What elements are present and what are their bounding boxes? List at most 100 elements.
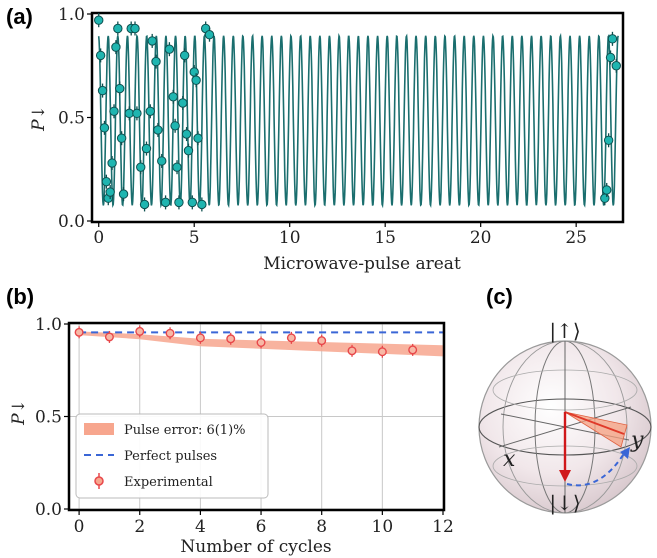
panel-a-x-tick-label: 25 bbox=[565, 228, 587, 248]
bloch-rotation-cone bbox=[564, 411, 628, 448]
panel-a-y-label: P↓ bbox=[29, 105, 49, 132]
panel-a-point bbox=[115, 83, 125, 94]
panel-a-point bbox=[151, 56, 161, 67]
panel-a-point bbox=[600, 193, 610, 203]
panel-a-x-ticks: 0 5 10 15 20 25 bbox=[93, 222, 587, 248]
panel-a-point bbox=[130, 23, 140, 34]
panel-a-point bbox=[107, 158, 117, 168]
panel-b-y-tick-label: 1.0 bbox=[35, 315, 62, 335]
panel-a-point bbox=[187, 197, 198, 208]
panel-b-letter: (b) bbox=[6, 284, 34, 309]
panel-b-point bbox=[286, 333, 296, 343]
panel-b-point bbox=[74, 327, 84, 337]
panel-a-point bbox=[153, 125, 163, 135]
panel-a-point bbox=[197, 199, 207, 210]
panel-a-x-tick-label: 0 bbox=[93, 228, 104, 248]
panel-a-letter: (a) bbox=[6, 4, 33, 29]
panel-a-points bbox=[94, 13, 621, 212]
panel-b-y-tick-label: 0.5 bbox=[35, 408, 62, 428]
panel-b-y-tick-label: 0.0 bbox=[35, 500, 62, 520]
panel-a-point bbox=[193, 133, 203, 143]
bloch-x-label: x bbox=[503, 447, 516, 472]
panel-a-point bbox=[191, 75, 201, 85]
bloch-y-label: y bbox=[630, 428, 644, 453]
panel-a-point bbox=[602, 185, 612, 195]
panel-a-x-tick-label: 20 bbox=[470, 228, 492, 248]
panel-a-y-ticks: 0.0 0.5 1.0 bbox=[58, 5, 92, 232]
panel-a-chart: 0 5 10 15 20 25 0.0 0.5 1.0 Microwave-pulse are… bbox=[29, 5, 625, 274]
panel-a-point bbox=[611, 61, 621, 71]
panel-a-point bbox=[172, 162, 182, 172]
panel-a-point bbox=[179, 50, 190, 61]
bloch-state-arrowhead bbox=[559, 470, 571, 482]
panel-a-point bbox=[97, 85, 108, 96]
panel-b-point bbox=[317, 336, 327, 346]
panel-a-point bbox=[139, 199, 150, 210]
panel-b-x-tick-label: 4 bbox=[195, 517, 206, 537]
panel-a-point bbox=[105, 187, 115, 197]
panel-b-chart: 0 2 4 6 8 10 12 0.00.51.0 Number of cycles P↓ … bbox=[9, 315, 454, 557]
bloch-rotation-axis bbox=[564, 411, 625, 435]
legend-dashed-label: Perfect pulses bbox=[124, 449, 217, 464]
panel-b-x-label: Number of cycles bbox=[180, 537, 331, 557]
panel-b-point bbox=[377, 347, 387, 357]
panel-a-point bbox=[101, 176, 112, 187]
panel-a-point bbox=[111, 42, 121, 52]
panel-b-point bbox=[408, 345, 418, 355]
panel-b-point bbox=[256, 338, 266, 348]
bloch-sphere: |↑⟩ |↓⟩ x y bbox=[478, 319, 652, 516]
panel-c-letter: (c) bbox=[486, 284, 513, 309]
panel-a-point bbox=[603, 135, 614, 145]
legend-band-label: Pulse error: 6(1)% bbox=[124, 423, 246, 438]
panel-a-point bbox=[160, 197, 171, 208]
panel-a-point bbox=[113, 23, 123, 34]
panel-a-point bbox=[168, 92, 178, 102]
panel-a-x-tick-label: 15 bbox=[374, 228, 396, 248]
panel-a-point bbox=[94, 15, 104, 25]
panel-a-point bbox=[141, 143, 152, 154]
panel-a-point bbox=[132, 108, 142, 119]
panel-b-x-tick-label: 0 bbox=[74, 517, 85, 537]
bloch-trajectory-arrowhead bbox=[620, 447, 630, 459]
legend-band-swatch bbox=[84, 423, 114, 435]
panel-a-point bbox=[118, 189, 129, 199]
panel-b-point bbox=[104, 332, 114, 342]
panel-a-point bbox=[174, 197, 184, 208]
panel-a-point bbox=[170, 121, 180, 131]
panel-a-point bbox=[136, 162, 146, 172]
panel-a-point bbox=[607, 34, 618, 44]
legend-marker-swatch bbox=[94, 476, 104, 486]
panel-a-x-label: Microwave-pulse areat bbox=[263, 254, 461, 274]
legend-marker-label: Experimental bbox=[124, 475, 213, 490]
panel-a-y-tick-label: 1.0 bbox=[58, 5, 85, 25]
panel-b-y-label: P↓ bbox=[9, 399, 29, 426]
panel-a-y-tick-label: 0.0 bbox=[58, 212, 85, 232]
panel-a-point bbox=[178, 98, 188, 108]
panel-a-y-tick-label: 0.5 bbox=[58, 109, 85, 129]
panel-b-point bbox=[165, 328, 175, 338]
panel-b-legend: Pulse error: 6(1)% Perfect pulses Experi… bbox=[75, 413, 269, 499]
panel-a-point bbox=[116, 133, 127, 143]
panel-b-point bbox=[226, 334, 236, 344]
panel-a-point bbox=[145, 106, 155, 116]
panel-a-point bbox=[183, 145, 194, 156]
panel-b-point bbox=[195, 333, 205, 343]
panel-a-point bbox=[99, 123, 110, 133]
panel-b-point bbox=[347, 346, 357, 356]
panel-a-point bbox=[157, 156, 167, 166]
bloch-down-ket: |↓⟩ bbox=[549, 491, 580, 516]
panel-b-x-tick-label: 10 bbox=[372, 517, 394, 537]
panel-a-point bbox=[147, 36, 157, 46]
panel-b-x-tick-label: 6 bbox=[256, 517, 267, 537]
panel-a-point bbox=[605, 52, 616, 63]
panel-a-point bbox=[164, 44, 175, 54]
panel-a-fit-line bbox=[97, 32, 619, 209]
panel-a-point bbox=[109, 106, 119, 116]
panel-a-x-tick-label: 5 bbox=[189, 228, 200, 248]
panel-b-point bbox=[135, 326, 145, 336]
panel-a-point bbox=[181, 129, 192, 139]
panel-b-x-tick-label: 8 bbox=[316, 517, 327, 537]
panel-a-point bbox=[189, 67, 199, 77]
panel-b-x-tick-label: 2 bbox=[134, 517, 145, 537]
